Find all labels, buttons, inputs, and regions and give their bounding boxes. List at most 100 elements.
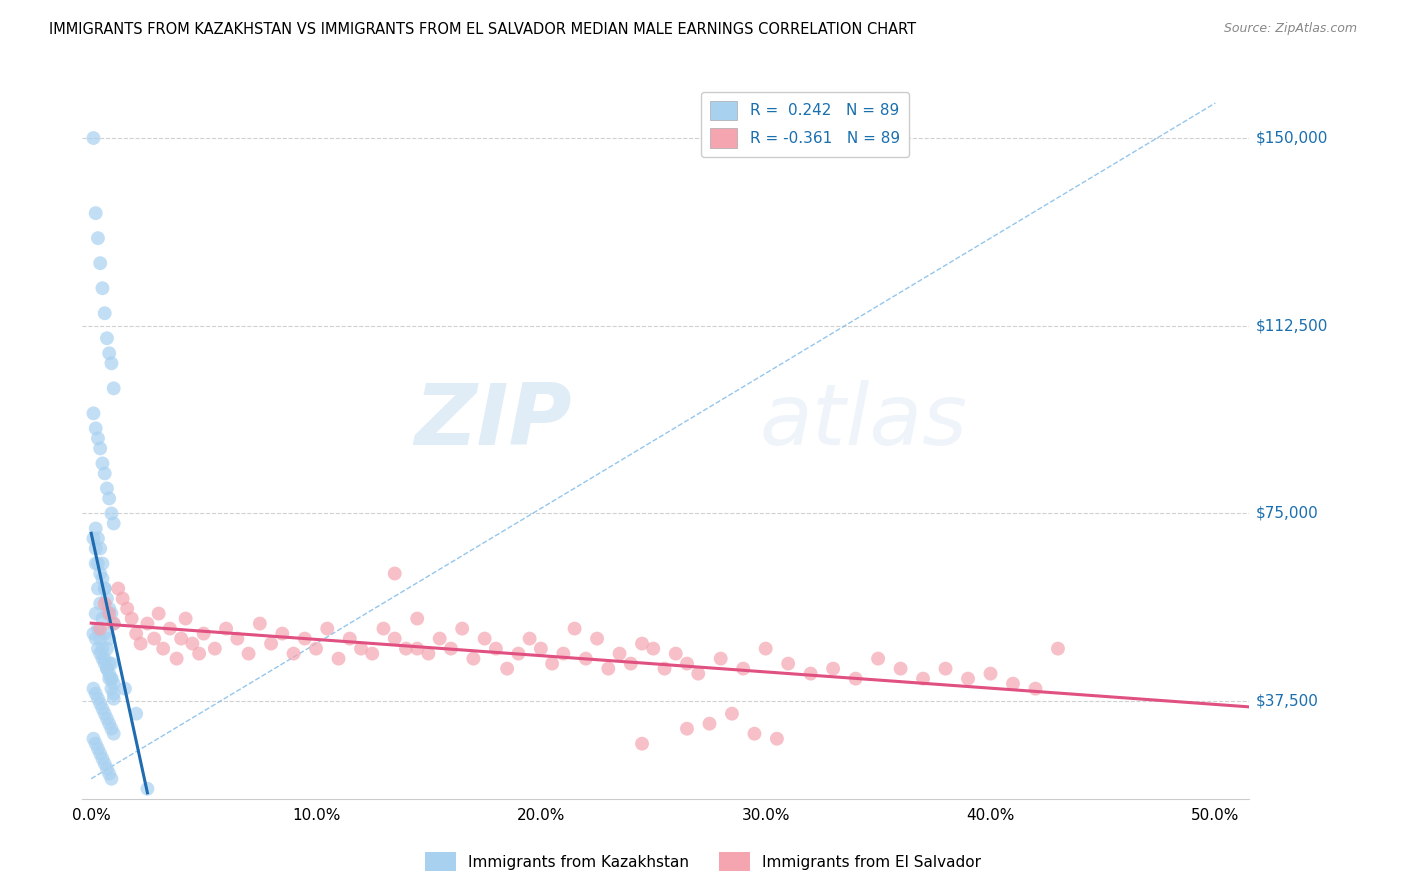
- Point: [463, 651, 485, 665]
- Point: [91, 641, 114, 656]
- Point: [766, 731, 789, 746]
- Point: [676, 722, 699, 736]
- Point: [87, 691, 110, 706]
- Point: [688, 666, 710, 681]
- Point: [96, 641, 118, 656]
- Point: [631, 637, 654, 651]
- Point: [361, 647, 384, 661]
- Point: [89, 256, 111, 270]
- Point: [115, 601, 138, 615]
- Point: [778, 657, 800, 671]
- Point: [721, 706, 744, 721]
- Point: [755, 641, 778, 656]
- Point: [125, 706, 148, 721]
- Point: [93, 651, 115, 665]
- Point: [82, 532, 104, 546]
- Point: [215, 622, 238, 636]
- Point: [553, 647, 575, 661]
- Point: [384, 566, 406, 581]
- Point: [328, 651, 350, 665]
- Point: [699, 716, 721, 731]
- Point: [890, 662, 912, 676]
- Point: [98, 607, 121, 621]
- Point: [188, 647, 211, 661]
- Point: [170, 632, 193, 646]
- Point: [100, 507, 122, 521]
- Point: [294, 632, 316, 646]
- Point: [93, 306, 115, 320]
- Text: $75,000: $75,000: [1256, 506, 1319, 521]
- Point: [530, 641, 553, 656]
- Point: [103, 687, 125, 701]
- Point: [166, 651, 188, 665]
- Point: [519, 632, 541, 646]
- Point: [406, 611, 429, 625]
- Point: [733, 662, 755, 676]
- Point: [564, 622, 586, 636]
- Point: [620, 657, 643, 671]
- Point: [575, 651, 598, 665]
- Text: ZIP: ZIP: [415, 380, 572, 463]
- Point: [485, 641, 508, 656]
- Point: [744, 727, 766, 741]
- Text: Source: ZipAtlas.com: Source: ZipAtlas.com: [1223, 22, 1357, 36]
- Point: [91, 752, 114, 766]
- Text: $150,000: $150,000: [1256, 130, 1329, 145]
- Point: [84, 687, 107, 701]
- Point: [271, 626, 294, 640]
- Point: [100, 772, 122, 786]
- Point: [96, 482, 118, 496]
- Point: [89, 622, 111, 636]
- Point: [609, 647, 631, 661]
- Point: [143, 632, 166, 646]
- Point: [91, 281, 114, 295]
- Point: [98, 716, 121, 731]
- Point: [89, 632, 111, 646]
- Point: [100, 681, 122, 696]
- Point: [82, 131, 104, 145]
- Point: [100, 672, 122, 686]
- Point: [100, 607, 122, 621]
- Point: [159, 622, 181, 636]
- Point: [96, 607, 118, 621]
- Point: [1024, 681, 1046, 696]
- Point: [339, 632, 361, 646]
- Point: [174, 611, 197, 625]
- Point: [98, 632, 121, 646]
- Point: [93, 756, 115, 771]
- Point: [87, 582, 110, 596]
- Point: [1046, 641, 1069, 656]
- Text: $37,500: $37,500: [1256, 694, 1319, 708]
- Point: [84, 737, 107, 751]
- Point: [103, 727, 125, 741]
- Point: [114, 681, 136, 696]
- Point: [868, 651, 890, 665]
- Point: [710, 651, 733, 665]
- Point: [136, 616, 159, 631]
- Point: [98, 491, 121, 506]
- Point: [96, 591, 118, 606]
- Point: [89, 647, 111, 661]
- Point: [103, 516, 125, 531]
- Legend: R =  0.242   N = 89, R = -0.361   N = 89: R = 0.242 N = 89, R = -0.361 N = 89: [700, 92, 908, 157]
- Point: [598, 662, 620, 676]
- Point: [935, 662, 957, 676]
- Point: [89, 747, 111, 761]
- Point: [84, 541, 107, 556]
- Point: [98, 766, 121, 780]
- Point: [136, 781, 159, 796]
- Point: [98, 657, 121, 671]
- Point: [643, 641, 665, 656]
- Point: [98, 601, 121, 615]
- Point: [226, 632, 249, 646]
- Point: [91, 651, 114, 665]
- Point: [96, 712, 118, 726]
- Point: [260, 637, 283, 651]
- Point: [93, 467, 115, 481]
- Point: [103, 691, 125, 706]
- Point: [84, 521, 107, 535]
- Point: [82, 626, 104, 640]
- Point: [87, 641, 110, 656]
- Point: [103, 616, 125, 631]
- Point: [654, 662, 676, 676]
